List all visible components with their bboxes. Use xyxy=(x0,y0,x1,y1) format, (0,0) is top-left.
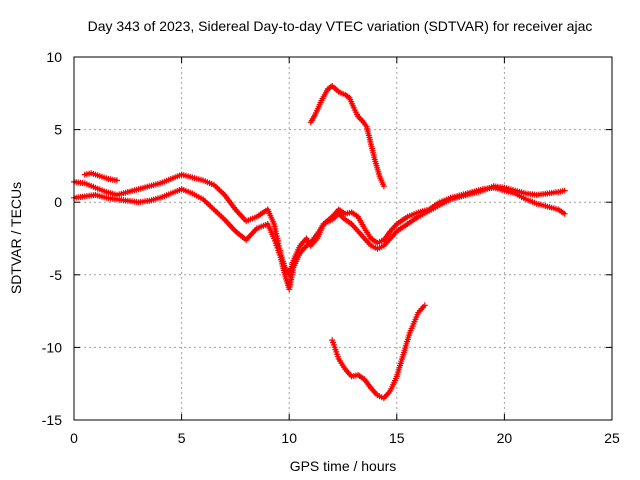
data-series xyxy=(71,83,568,402)
axis-ticks: 0 5 10 15 20 25 -15 -10 -5 0 5 10 xyxy=(42,49,620,446)
series-markers xyxy=(81,170,120,184)
y-tick-label: 10 xyxy=(46,49,62,65)
series-markers xyxy=(307,83,387,190)
series-markers xyxy=(329,302,428,402)
y-tick-label: 5 xyxy=(54,122,62,138)
x-tick-label: 10 xyxy=(281,430,297,446)
x-tick-label: 0 xyxy=(70,430,78,446)
x-tick-label: 20 xyxy=(497,430,513,446)
x-tick-label: 5 xyxy=(178,430,186,446)
x-tick-label: 25 xyxy=(604,430,620,446)
grid-lines xyxy=(74,57,612,420)
y-tick-label: -5 xyxy=(50,267,63,283)
x-axis-label: GPS time / hours xyxy=(290,458,397,474)
y-tick-label: 0 xyxy=(54,194,62,210)
chart-title: Day 343 of 2023, Sidereal Day-to-day VTE… xyxy=(88,18,593,34)
y-tick-label: -10 xyxy=(42,339,62,355)
series-trace-e xyxy=(329,302,428,402)
series-trace-c xyxy=(81,170,120,184)
y-axis-label: SDTVAR / TECUs xyxy=(8,182,24,294)
series-trace-d xyxy=(307,83,387,190)
y-tick-label: -15 xyxy=(42,412,62,428)
plot-frame xyxy=(73,56,613,421)
x-tick-label: 15 xyxy=(389,430,405,446)
